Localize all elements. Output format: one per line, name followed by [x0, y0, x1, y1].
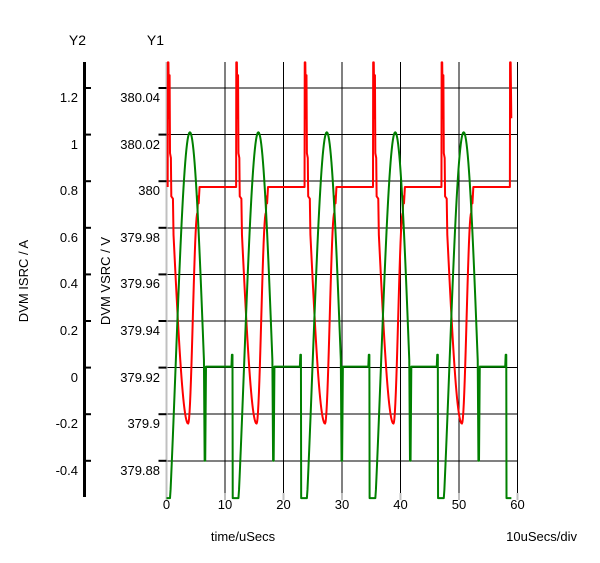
- y1-tick-label: 379.9: [127, 416, 160, 432]
- y2-tick-label: 0.8: [59, 183, 78, 199]
- x-tick-label: 0: [162, 497, 171, 512]
- y1-tick-mark: [158, 413, 167, 416]
- x-tick-mark: [282, 493, 285, 500]
- x-scale-per-div-label: 10uSecs/div: [506, 529, 577, 544]
- y2-tick-mark: [86, 133, 91, 136]
- y2-tick-mark: [86, 226, 91, 229]
- x-tick-mark: [458, 493, 460, 500]
- y2-tick-mark: [86, 366, 91, 369]
- x-tick-label: 40: [393, 497, 408, 512]
- y2-tick-label: 0: [70, 369, 78, 385]
- y2-tick-mark: [86, 320, 91, 322]
- y2-axis-header: Y2: [68, 32, 86, 48]
- y1-tick-label: 379.94: [120, 323, 160, 338]
- x-tick-label: 10: [217, 497, 233, 512]
- y2-tick-label: 1: [70, 136, 78, 152]
- y1-tick-mark: [158, 226, 167, 229]
- y1-tick-mark: [158, 180, 167, 183]
- x-tick-mark: [224, 493, 226, 500]
- y2-tick-mark: [86, 459, 91, 462]
- y1-axis-spine: [165, 62, 168, 500]
- x-tick-mark: [516, 493, 519, 500]
- x-tick-mark: [341, 493, 343, 500]
- x-tick-label: 20: [276, 497, 291, 512]
- y2-tick-label: -0.4: [55, 462, 78, 478]
- y1-tick-label: 379.96: [120, 276, 160, 292]
- y1-tick-mark: [158, 273, 167, 276]
- x-axis-label: time/uSecs: [210, 529, 276, 544]
- x-tick-label: 50: [451, 497, 467, 512]
- y2-tick-label: 0.4: [59, 276, 78, 292]
- y1-tick-label: 380: [138, 183, 160, 199]
- dvm-isrc-trace: [166, 131, 512, 500]
- y1-tick-label: 379.92: [120, 369, 160, 385]
- x-tick-mark: [165, 493, 168, 500]
- y2-tick-label: 1.2: [59, 90, 78, 105]
- y1-tick-mark: [158, 320, 167, 322]
- y1-tick-mark: [158, 133, 167, 136]
- y1-tick-mark: [158, 459, 167, 462]
- y1-tick-label: 380.02: [120, 136, 160, 152]
- y1-tick-mark: [158, 366, 167, 369]
- y1-tick-label: 380.04: [120, 90, 160, 105]
- x-tick-mark: [399, 493, 402, 500]
- x-tick-label: 30: [334, 497, 350, 512]
- x-tick-label: 60: [510, 497, 525, 512]
- y2-axis-spine: [83, 62, 86, 497]
- y1-tick-label: 379.88: [120, 462, 160, 478]
- y1-tick-label: 379.98: [120, 229, 160, 245]
- y2-tick-mark: [86, 273, 91, 276]
- y1-tick-mark: [158, 87, 167, 89]
- y2-tick-label: -0.2: [55, 416, 78, 432]
- y2-tick-mark: [86, 180, 91, 183]
- y2-tick-label: 0.6: [59, 229, 78, 245]
- y2-tick-label: 0.2: [59, 323, 78, 338]
- dvm-vsrc-trace: [166, 61, 513, 425]
- y1-axis-header: Y1: [146, 32, 164, 48]
- y2-tick-mark: [86, 87, 91, 89]
- y2-tick-mark: [86, 413, 91, 416]
